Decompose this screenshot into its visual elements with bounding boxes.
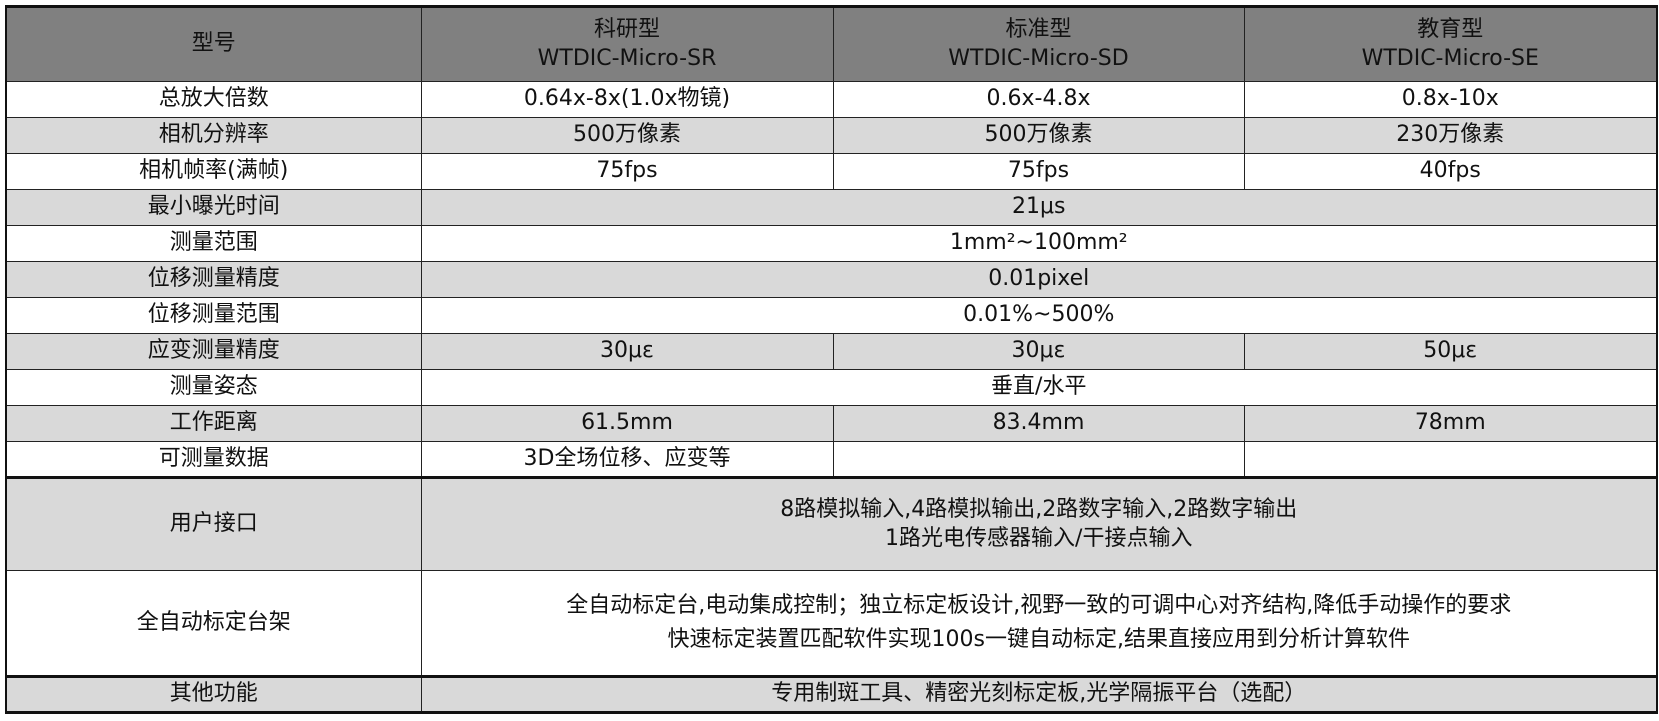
cell-line: 快速标定装置匹配软件实现100s一键自动标定,结果直接应用到分析计算软件 xyxy=(667,627,1410,652)
model-code: WTDIC-Micro-SE xyxy=(1361,45,1539,71)
spec-table: 型号 科研型 WTDIC-Micro-SR 标准型 WTDIC-Micro-SD 教… xyxy=(5,5,1658,714)
model-sd: 标准型 WTDIC-Micro-SD xyxy=(832,5,1245,82)
model-name: 科研型 xyxy=(593,16,660,42)
cell: 30με xyxy=(420,333,834,370)
table-row: 相机帧率(满帧) 75fps 75fps 40fps xyxy=(5,153,1658,190)
table-row: 最小曝光时间 21μs xyxy=(5,189,1658,226)
row-label: 最小曝光时间 xyxy=(5,189,422,226)
cell-line: 1路光电传感器输入/干接点输入 xyxy=(885,525,1193,551)
row-label: 其他功能 xyxy=(5,676,422,714)
cell: 3D全场位移、应变等 xyxy=(420,441,834,479)
row-label: 总放大倍数 xyxy=(5,81,422,118)
table-row: 应变测量精度 30με 30με 50με xyxy=(5,333,1658,370)
table-row: 测量姿态 垂直/水平 xyxy=(5,369,1658,406)
row-label: 工作距离 xyxy=(5,405,422,442)
cell: 0.01pixel xyxy=(420,261,1658,298)
row-label: 相机分辨率 xyxy=(5,117,422,154)
cell: 75fps xyxy=(420,153,834,190)
cell: 21μs xyxy=(420,189,1658,226)
cell: 专用制斑工具、精密光刻标定板,光学隔振平台（选配） xyxy=(420,676,1658,714)
row-label: 可测量数据 xyxy=(5,441,422,479)
row-label: 应变测量精度 xyxy=(5,333,422,370)
cell: 垂直/水平 xyxy=(420,369,1658,406)
table-row: 其他功能 专用制斑工具、精密光刻标定板,光学隔振平台（选配） xyxy=(5,676,1658,714)
cell: 78mm xyxy=(1243,405,1658,442)
cell: 230万像素 xyxy=(1243,117,1658,154)
row-label: 测量姿态 xyxy=(5,369,422,406)
row-label: 全自动标定台架 xyxy=(5,570,422,678)
cell-line: 全自动标定台,电动集成控制；独立标定板设计,视野一致的可调中心对齐结构,降低手动… xyxy=(566,592,1512,618)
cell-line: 8路模拟输入,4路模拟输出,2路数字输入,2路数字输出 xyxy=(780,496,1298,522)
cell: 500万像素 xyxy=(832,117,1245,154)
cell: 500万像素 xyxy=(420,117,834,154)
cell: 75fps xyxy=(832,153,1245,190)
table-row: 全自动标定台架 全自动标定台,电动集成控制；独立标定板设计,视野一致的可调中心对… xyxy=(5,570,1658,678)
table-row: 测量范围 1mm²~100mm² xyxy=(5,225,1658,262)
model-code: WTDIC-Micro-SD xyxy=(948,45,1129,71)
model-name: 标准型 xyxy=(1005,16,1072,42)
row-label: 相机帧率(满帧) xyxy=(5,153,422,190)
table-row: 工作距离 61.5mm 83.4mm 78mm xyxy=(5,405,1658,442)
cell: 61.5mm xyxy=(420,405,834,442)
cell: 30με xyxy=(832,333,1245,370)
cell xyxy=(832,441,1245,479)
cell: 50με xyxy=(1243,333,1658,370)
row-label: 位移测量范围 xyxy=(5,297,422,334)
table-row: 总放大倍数 0.64x-8x(1.0x物镜) 0.6x-4.8x 0.8x-10… xyxy=(5,81,1658,118)
model-se: 教育型 WTDIC-Micro-SE xyxy=(1243,5,1658,82)
row-label: 用户接口 xyxy=(5,477,422,571)
cell: 40fps xyxy=(1243,153,1658,190)
row-label: 测量范围 xyxy=(5,225,422,262)
table-row: 用户接口 8路模拟输入,4路模拟输出,2路数字输入,2路数字输出 1路光电传感器输… xyxy=(5,477,1658,571)
cell: 8路模拟输入,4路模拟输出,2路数字输入,2路数字输出 1路光电传感器输入/干接点… xyxy=(420,477,1658,571)
row-label: 位移测量精度 xyxy=(5,261,422,298)
model-name: 教育型 xyxy=(1417,16,1484,42)
cell: 0.6x-4.8x xyxy=(832,81,1245,118)
table-row: 位移测量精度 0.01pixel xyxy=(5,261,1658,298)
cell: 0.8x-10x xyxy=(1243,81,1658,118)
table-row: 位移测量范围 0.01%~500% xyxy=(5,297,1658,334)
model-code: WTDIC-Micro-SR xyxy=(537,45,717,71)
cell: 0.64x-8x(1.0x物镜) xyxy=(420,81,834,118)
model-sr: 科研型 WTDIC-Micro-SR xyxy=(420,5,834,82)
cell xyxy=(1243,441,1658,479)
table-row: 可测量数据 3D全场位移、应变等 xyxy=(5,441,1658,479)
cell: 0.01%~500% xyxy=(420,297,1658,334)
header-row: 型号 科研型 WTDIC-Micro-SR 标准型 WTDIC-Micro-SD 教… xyxy=(5,5,1658,82)
header-label: 型号 xyxy=(5,5,422,82)
table-row: 相机分辨率 500万像素 500万像素 230万像素 xyxy=(5,117,1658,154)
cell: 全自动标定台,电动集成控制；独立标定板设计,视野一致的可调中心对齐结构,降低手动… xyxy=(420,570,1658,678)
cell: 1mm²~100mm² xyxy=(420,225,1658,262)
cell: 83.4mm xyxy=(832,405,1245,442)
